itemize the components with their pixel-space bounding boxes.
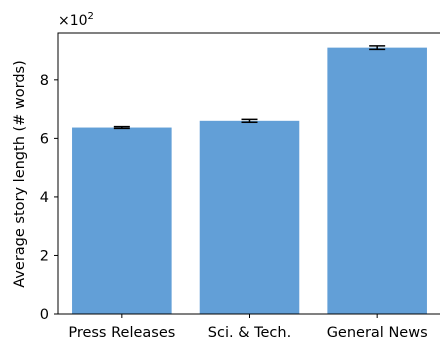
y-scale-label: ×102 xyxy=(58,11,94,29)
x-tick-label-0: Press Releases xyxy=(68,325,175,341)
y-scale-base: ×10 xyxy=(58,13,88,29)
x-tick-label-2: General News xyxy=(327,325,428,341)
y-tick-label-0: 0 xyxy=(40,307,49,323)
y-tick-label-2: 4 xyxy=(40,190,49,206)
y-tick-label-3: 6 xyxy=(40,131,49,147)
x-axis-ticks: Press Releases Sci. & Tech. General News xyxy=(68,314,428,341)
y-axis-ticks: 0 2 4 6 8 xyxy=(40,73,58,323)
bar-0 xyxy=(72,127,172,314)
y-scale-exponent: 2 xyxy=(88,11,94,22)
bar-1 xyxy=(199,120,300,314)
y-axis-label: Average story length (# words) xyxy=(12,60,28,288)
error-bars-layer xyxy=(113,45,386,130)
x-tick-label-1: Sci. & Tech. xyxy=(208,325,291,341)
y-tick-label-4: 8 xyxy=(40,73,49,89)
bar-2 xyxy=(327,47,427,315)
bars-layer xyxy=(72,47,427,315)
y-tick-label-1: 2 xyxy=(40,248,49,264)
